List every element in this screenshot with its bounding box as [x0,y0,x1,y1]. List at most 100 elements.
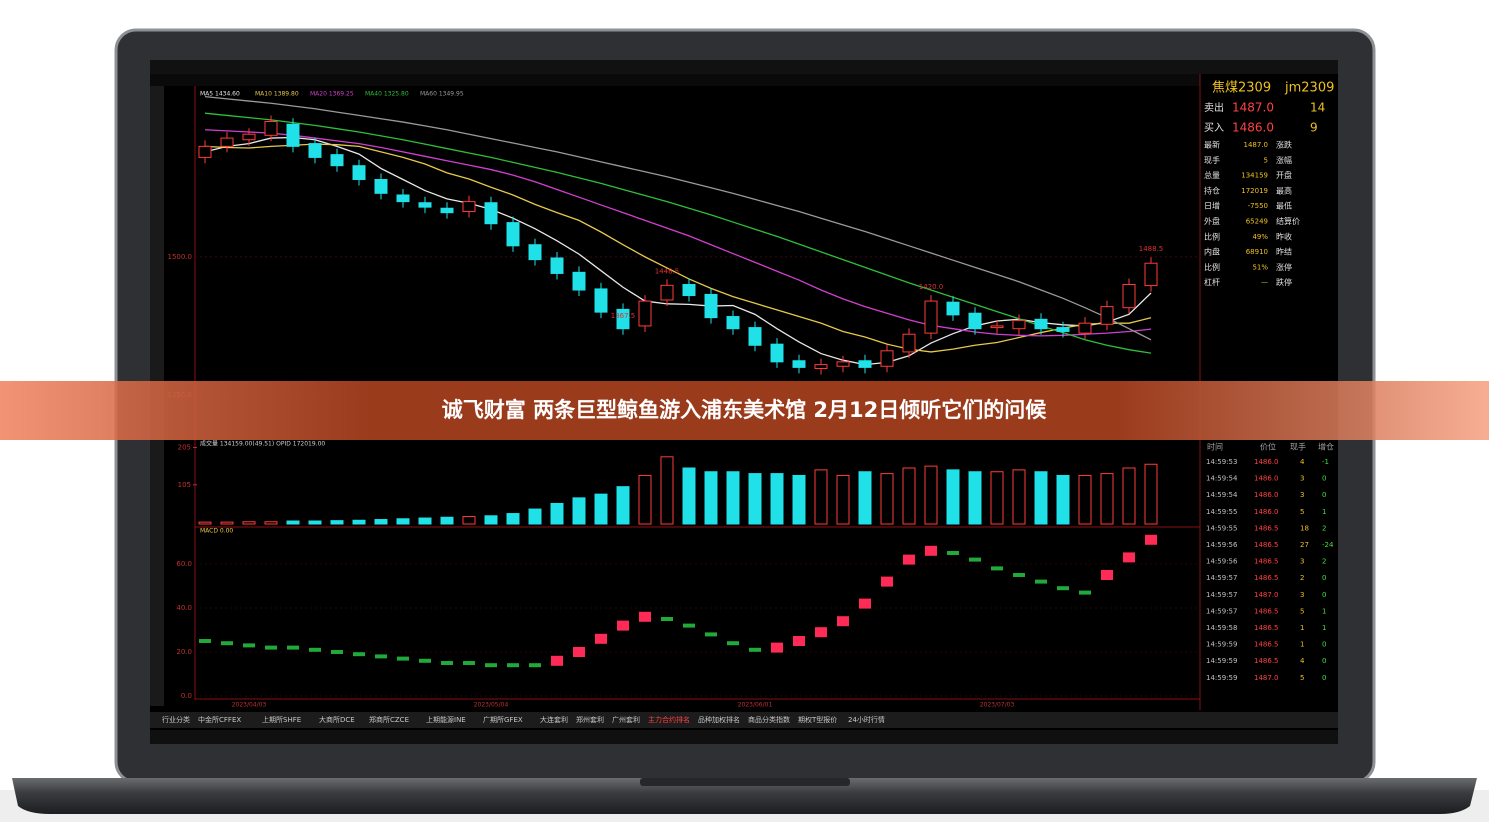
trade-cell: 14:59:54 [1206,475,1238,483]
candle-body [462,201,476,213]
tab-bar [150,712,1338,728]
candle-body [594,288,608,313]
trade-cell: 1486.5 [1254,541,1279,549]
volume-bar [594,493,608,525]
market-tab[interactable]: 商品分类指数 [748,715,790,724]
indicator-mark [881,576,893,587]
candle-body [1012,319,1026,330]
candle-body [220,137,234,147]
base-notch [640,778,850,786]
stat-value: -7550 [1248,202,1268,210]
candle-body [968,312,982,330]
candle-body [440,207,454,214]
trade-cell: 14:59:58 [1206,624,1237,632]
y-tick-label: 105 [178,481,191,489]
candle-body [902,333,916,353]
volume-bar [528,508,542,525]
stat-label: 跌停 [1276,277,1292,287]
trade-cell: 1486.5 [1254,624,1279,632]
market-tab[interactable]: 广期所GFEX [483,715,523,724]
volume-bar [770,473,784,525]
market-tab[interactable]: 上期能源INE [426,715,466,724]
laptop-base [12,778,1477,814]
volume-bar [792,474,806,525]
market-tab[interactable]: 主力合约排名 [648,715,690,724]
stat-label: 涨停 [1276,262,1292,272]
market-tab[interactable]: 期权T型报价 [798,715,837,724]
indicator-mark [441,661,453,665]
volume-bar [352,519,366,525]
market-tab[interactable]: 品种加权排名 [698,715,740,724]
trade-cell: 2 [1322,558,1326,566]
trade-cell: 3 [1300,475,1304,483]
market-tab[interactable]: 大商所DCE [319,715,355,724]
candle-body [418,202,432,208]
quote-price: 1487.0 [1232,101,1274,115]
trade-cell: 0 [1322,574,1326,582]
trade-cell: 5 [1300,674,1304,682]
market-tab[interactable]: 中金所CFFEX [198,715,241,724]
trade-cell: 1486.5 [1254,574,1279,582]
symbol: 焦煤2309 [1212,81,1271,96]
stat-label: 涨幅 [1276,155,1292,165]
stat-value: 1487.0 [1244,141,1269,149]
trade-cell: 0 [1322,591,1326,599]
trade-cell: 1486.0 [1254,508,1279,516]
indicator-mark [683,623,695,628]
indicator-mark [221,641,233,646]
indicator-mark [1057,586,1069,591]
indicator-mark [991,566,1003,571]
trade-cell: 14:59:57 [1206,574,1237,582]
trade-cell: 14:59:59 [1206,674,1237,682]
market-tab[interactable]: 行业分类 [162,715,190,724]
indicator-mark [1145,534,1157,545]
market-tab[interactable]: 大连套利 [540,715,568,724]
candle-body [660,284,674,301]
volume-bar [418,517,432,525]
volume-bar [726,471,740,525]
trade-cell: 1487.0 [1254,591,1279,599]
indicator-mark [705,632,717,637]
trade-cell: 0 [1322,674,1326,682]
market-tab[interactable]: 郑州套利 [576,715,604,724]
candle-body [880,350,894,367]
stat-label: 内盘 [1204,247,1220,257]
trade-cell: 1 [1322,508,1326,516]
quote-label: 买入 [1204,122,1224,134]
indicator-mark [815,627,827,638]
candle-body [484,202,498,225]
indicator-mark [397,656,409,661]
stat-value: 134159 [1241,172,1268,180]
stat-value: 49% [1252,233,1268,241]
trade-cell: 14:59:55 [1206,524,1237,532]
market-tab[interactable]: 上期所SHFE [262,715,301,724]
stat-label: 比例 [1204,262,1220,272]
volume-bar [924,465,938,525]
market-tab[interactable]: 郑商所CZCE [369,715,409,724]
indicator-mark [925,545,937,556]
price-annotation: 1488.5 [1139,245,1164,253]
candle-body [198,145,212,158]
volume-bar [198,521,212,525]
volume-bar [682,467,696,525]
volume-bar [462,516,476,525]
candle-body [308,143,322,158]
legend-entry: MA10 1389.80 [255,91,299,98]
volume-bar [264,521,278,525]
candle-body [1144,262,1158,287]
stat-label: 昨结 [1276,247,1292,257]
indicator-mark [1079,590,1091,595]
volume-bar [1056,474,1070,525]
candle-body [506,222,520,247]
y-tick-label: 0.0 [181,692,192,700]
stat-value: 65249 [1246,218,1268,226]
market-tab[interactable]: 广州套利 [612,715,640,724]
candle-body [1078,322,1092,334]
candle-body [264,120,278,136]
trade-cell: 2 [1300,574,1304,582]
market-tab[interactable]: 24小时行情 [848,715,885,724]
candle-body [748,327,762,346]
candle-body [1056,327,1070,332]
volume-bar [242,521,256,525]
indicator-mark [639,611,651,622]
